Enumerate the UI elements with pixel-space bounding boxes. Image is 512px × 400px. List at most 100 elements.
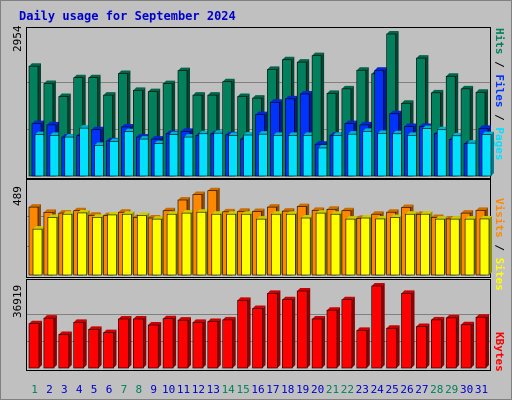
kbytes-bar: [430, 319, 442, 369]
kbytes-bar: [252, 308, 263, 369]
sites-bar: [345, 218, 356, 276]
hits-panel-max-label: 2954: [11, 25, 24, 52]
sites-bar-top: [167, 211, 180, 215]
day-label: 12: [192, 383, 205, 396]
kbytes-bar-top: [43, 315, 57, 319]
day-label: 4: [76, 383, 83, 396]
chart-title: Daily usage for September 2024: [19, 9, 236, 23]
kbytes-bar-top: [133, 315, 147, 319]
kbytes-bar: [133, 318, 144, 369]
hits-bar-top: [252, 95, 265, 99]
sites-bar: [77, 212, 87, 276]
kbytes-bar-side: [83, 319, 87, 368]
hits-bar-top: [118, 70, 131, 74]
visits-bar-top: [252, 208, 265, 212]
visits-bar-top: [297, 203, 310, 207]
hits-bar-top: [386, 31, 399, 34]
hits-bar-top: [237, 93, 250, 97]
day-labels: 1 2 3 4 5 6 7 8 9 10 11 12 13 14 15 16 17 18 19 20 21 22 23 24 2…: [31, 383, 488, 396]
files-bar-top: [46, 121, 59, 125]
day-label: 6: [106, 383, 113, 396]
hits-bar-top: [163, 80, 176, 84]
sites-bar: [315, 212, 326, 276]
kbytes-bar: [73, 322, 84, 369]
visits-bar-top: [163, 207, 176, 211]
kbytes-bar-top: [118, 315, 132, 319]
hits-bar-top: [356, 67, 369, 71]
hits-bar-top: [431, 89, 444, 93]
sites-bar: [151, 218, 162, 276]
pages-bar: [347, 133, 358, 177]
kbytes-bar: [267, 293, 278, 369]
pages-bar: [466, 142, 477, 177]
kbytes-bar-side: [53, 315, 57, 368]
kbytes-bar-top: [267, 290, 281, 294]
files-bar-top: [374, 67, 387, 71]
sites-bar-top: [450, 216, 463, 220]
kbytes-bar-top: [103, 329, 117, 333]
pages-bar: [213, 132, 224, 177]
kbytes-bar-top: [73, 319, 87, 323]
sites-bar: [464, 218, 475, 276]
sites-bar-top: [316, 210, 329, 214]
hits-bar-top: [207, 92, 220, 96]
sites-bar-top: [107, 211, 120, 215]
files-bar-top: [121, 123, 134, 127]
kbytes-bar: [475, 316, 487, 369]
visits-bar-top: [267, 204, 280, 208]
pages-bar: [168, 134, 179, 177]
kbytes-bar-top: [431, 316, 445, 320]
hits-bar-top: [327, 90, 339, 94]
sites-bar-top: [331, 211, 343, 215]
kbytes-bar-side: [426, 323, 430, 368]
files-bar-top: [359, 121, 372, 125]
day-label: 9: [150, 383, 157, 396]
visits-bar-top: [341, 207, 354, 211]
kbytes-bar-side: [217, 318, 221, 368]
visits-bar-top: [178, 197, 190, 201]
kbytes-bar-top: [312, 315, 326, 319]
files-bar-top: [389, 110, 402, 114]
kbytes-bar-side: [188, 317, 191, 368]
legend-separator: /: [493, 55, 506, 75]
visits-bar-top: [29, 204, 41, 208]
day-label: 28: [430, 383, 443, 396]
sites-bar-top: [211, 211, 224, 215]
kbytes-bar: [103, 332, 114, 369]
hits-bar-top: [446, 73, 459, 77]
sites-bar-top: [226, 211, 239, 215]
kbytes-bar-side: [441, 316, 445, 368]
files-bar-top: [270, 99, 283, 103]
visits-bar-top: [476, 207, 488, 211]
kbytes-bar-side: [381, 283, 385, 368]
day-label: 24: [371, 383, 385, 396]
sites-bar-top: [62, 211, 75, 215]
day-label: 11: [177, 383, 190, 396]
pages-bar: [317, 147, 328, 177]
kbytes-bar-top: [58, 331, 72, 335]
sites-bar-top: [360, 215, 373, 219]
kbytes-bar-side: [39, 320, 42, 368]
kbytes-bar-top: [163, 315, 177, 319]
visits-sites-legend: Visits / Sites: [493, 198, 506, 291]
legend-separator: /: [493, 108, 506, 128]
pages-bar: [139, 138, 149, 177]
day-label: 13: [207, 383, 220, 396]
hits-bar-top: [222, 78, 235, 82]
day-label: 14: [222, 383, 236, 396]
pages-bar: [407, 135, 417, 177]
sites-bar-top: [301, 215, 314, 219]
kbytes-bar: [311, 318, 323, 369]
sites-bar: [122, 213, 132, 276]
kbytes-bar-top: [386, 325, 400, 329]
kbytes-bar-side: [277, 290, 281, 368]
sites-bar-top: [47, 214, 60, 218]
visits-panel-max-label: 489: [11, 186, 24, 206]
pages-bar: [198, 133, 209, 177]
day-label: 31: [475, 383, 488, 396]
day-label: 23: [356, 383, 369, 396]
day-label: 22: [341, 383, 354, 396]
kbytes-bar-side: [307, 288, 311, 368]
kbytes-bar-top: [252, 305, 266, 309]
sites-bar: [241, 213, 251, 276]
